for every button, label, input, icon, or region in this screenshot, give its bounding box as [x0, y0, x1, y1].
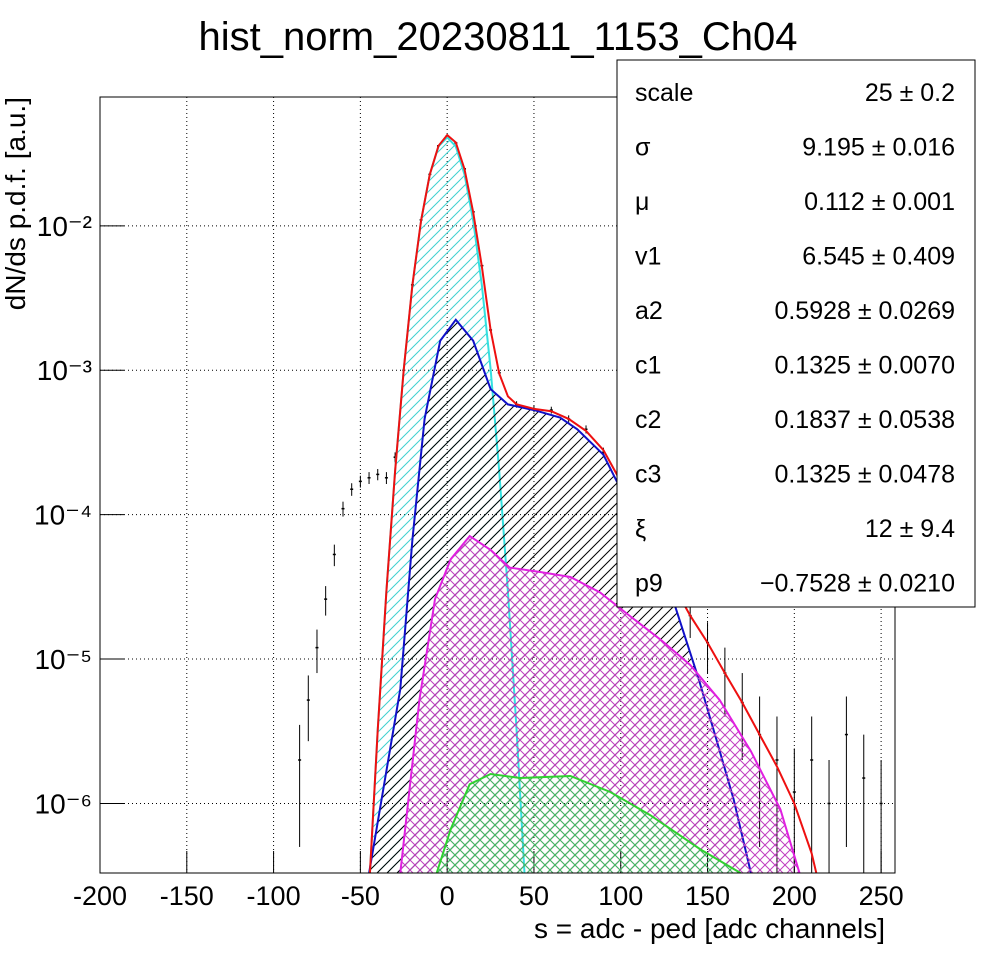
x-tick-label: -50 [341, 881, 380, 911]
stats-name: ξ [635, 515, 646, 543]
stats-name: c2 [635, 406, 661, 434]
stats-value: 12 ± 9.4 [865, 515, 955, 543]
stats-value: 6.545 ± 0.409 [802, 243, 955, 271]
x-tick-label: -150 [160, 881, 214, 911]
stats-name: σ [635, 134, 651, 162]
y-tick-label: 10⁻⁵ [34, 644, 92, 675]
stats-value: 0.1325 ± 0.0070 [774, 352, 955, 380]
stats-value: 9.195 ± 0.016 [802, 134, 955, 162]
y-tick-label: 10⁻⁶ [35, 788, 92, 819]
stats-name: scale [635, 79, 693, 107]
stats-value: 25 ± 0.2 [865, 79, 955, 107]
stats-name: p9 [635, 570, 663, 598]
stats-value: 0.1837 ± 0.0538 [774, 406, 955, 434]
stats-value: 0.112 ± 0.001 [804, 188, 955, 216]
y-tick-label: 10⁻³ [37, 355, 92, 386]
y-tick-label: 10⁻⁴ [34, 500, 92, 531]
stats-value: 0.5928 ± 0.0269 [774, 297, 955, 325]
curve [399, 534, 801, 873]
x-tick-label: 100 [598, 881, 643, 911]
y-tick-label: 10⁻² [37, 211, 92, 242]
x-tick-label: 150 [685, 881, 730, 911]
y-axis-label: dN/ds p.d.f. [a.u.] [0, 97, 31, 310]
x-tick-label: 0 [440, 881, 455, 911]
stats-name: c3 [635, 461, 661, 489]
stats-value: 0.1325 ± 0.0478 [774, 461, 955, 489]
x-tick-label: 200 [772, 881, 817, 911]
stats-name: μ [635, 188, 649, 216]
x-tick-label: 250 [859, 881, 904, 911]
curve [368, 318, 752, 873]
stats-box [616, 59, 976, 608]
x-tick-label: 50 [519, 881, 549, 911]
stats-name: a2 [635, 297, 663, 325]
area [436, 774, 741, 873]
stats-value: −0.7528 ± 0.0210 [760, 570, 955, 598]
x-tick-label: -200 [73, 881, 127, 911]
curve [435, 772, 742, 873]
x-tick-label: -100 [247, 881, 301, 911]
stats-name: v1 [635, 243, 661, 271]
plot-area [298, 133, 883, 873]
stats-name: c1 [635, 352, 661, 380]
chart-title: hist_norm_20230811_1153_Ch04 [198, 15, 797, 59]
curve [368, 133, 818, 873]
x-axis-label: s = adc - ped [adc channels] [534, 913, 885, 944]
